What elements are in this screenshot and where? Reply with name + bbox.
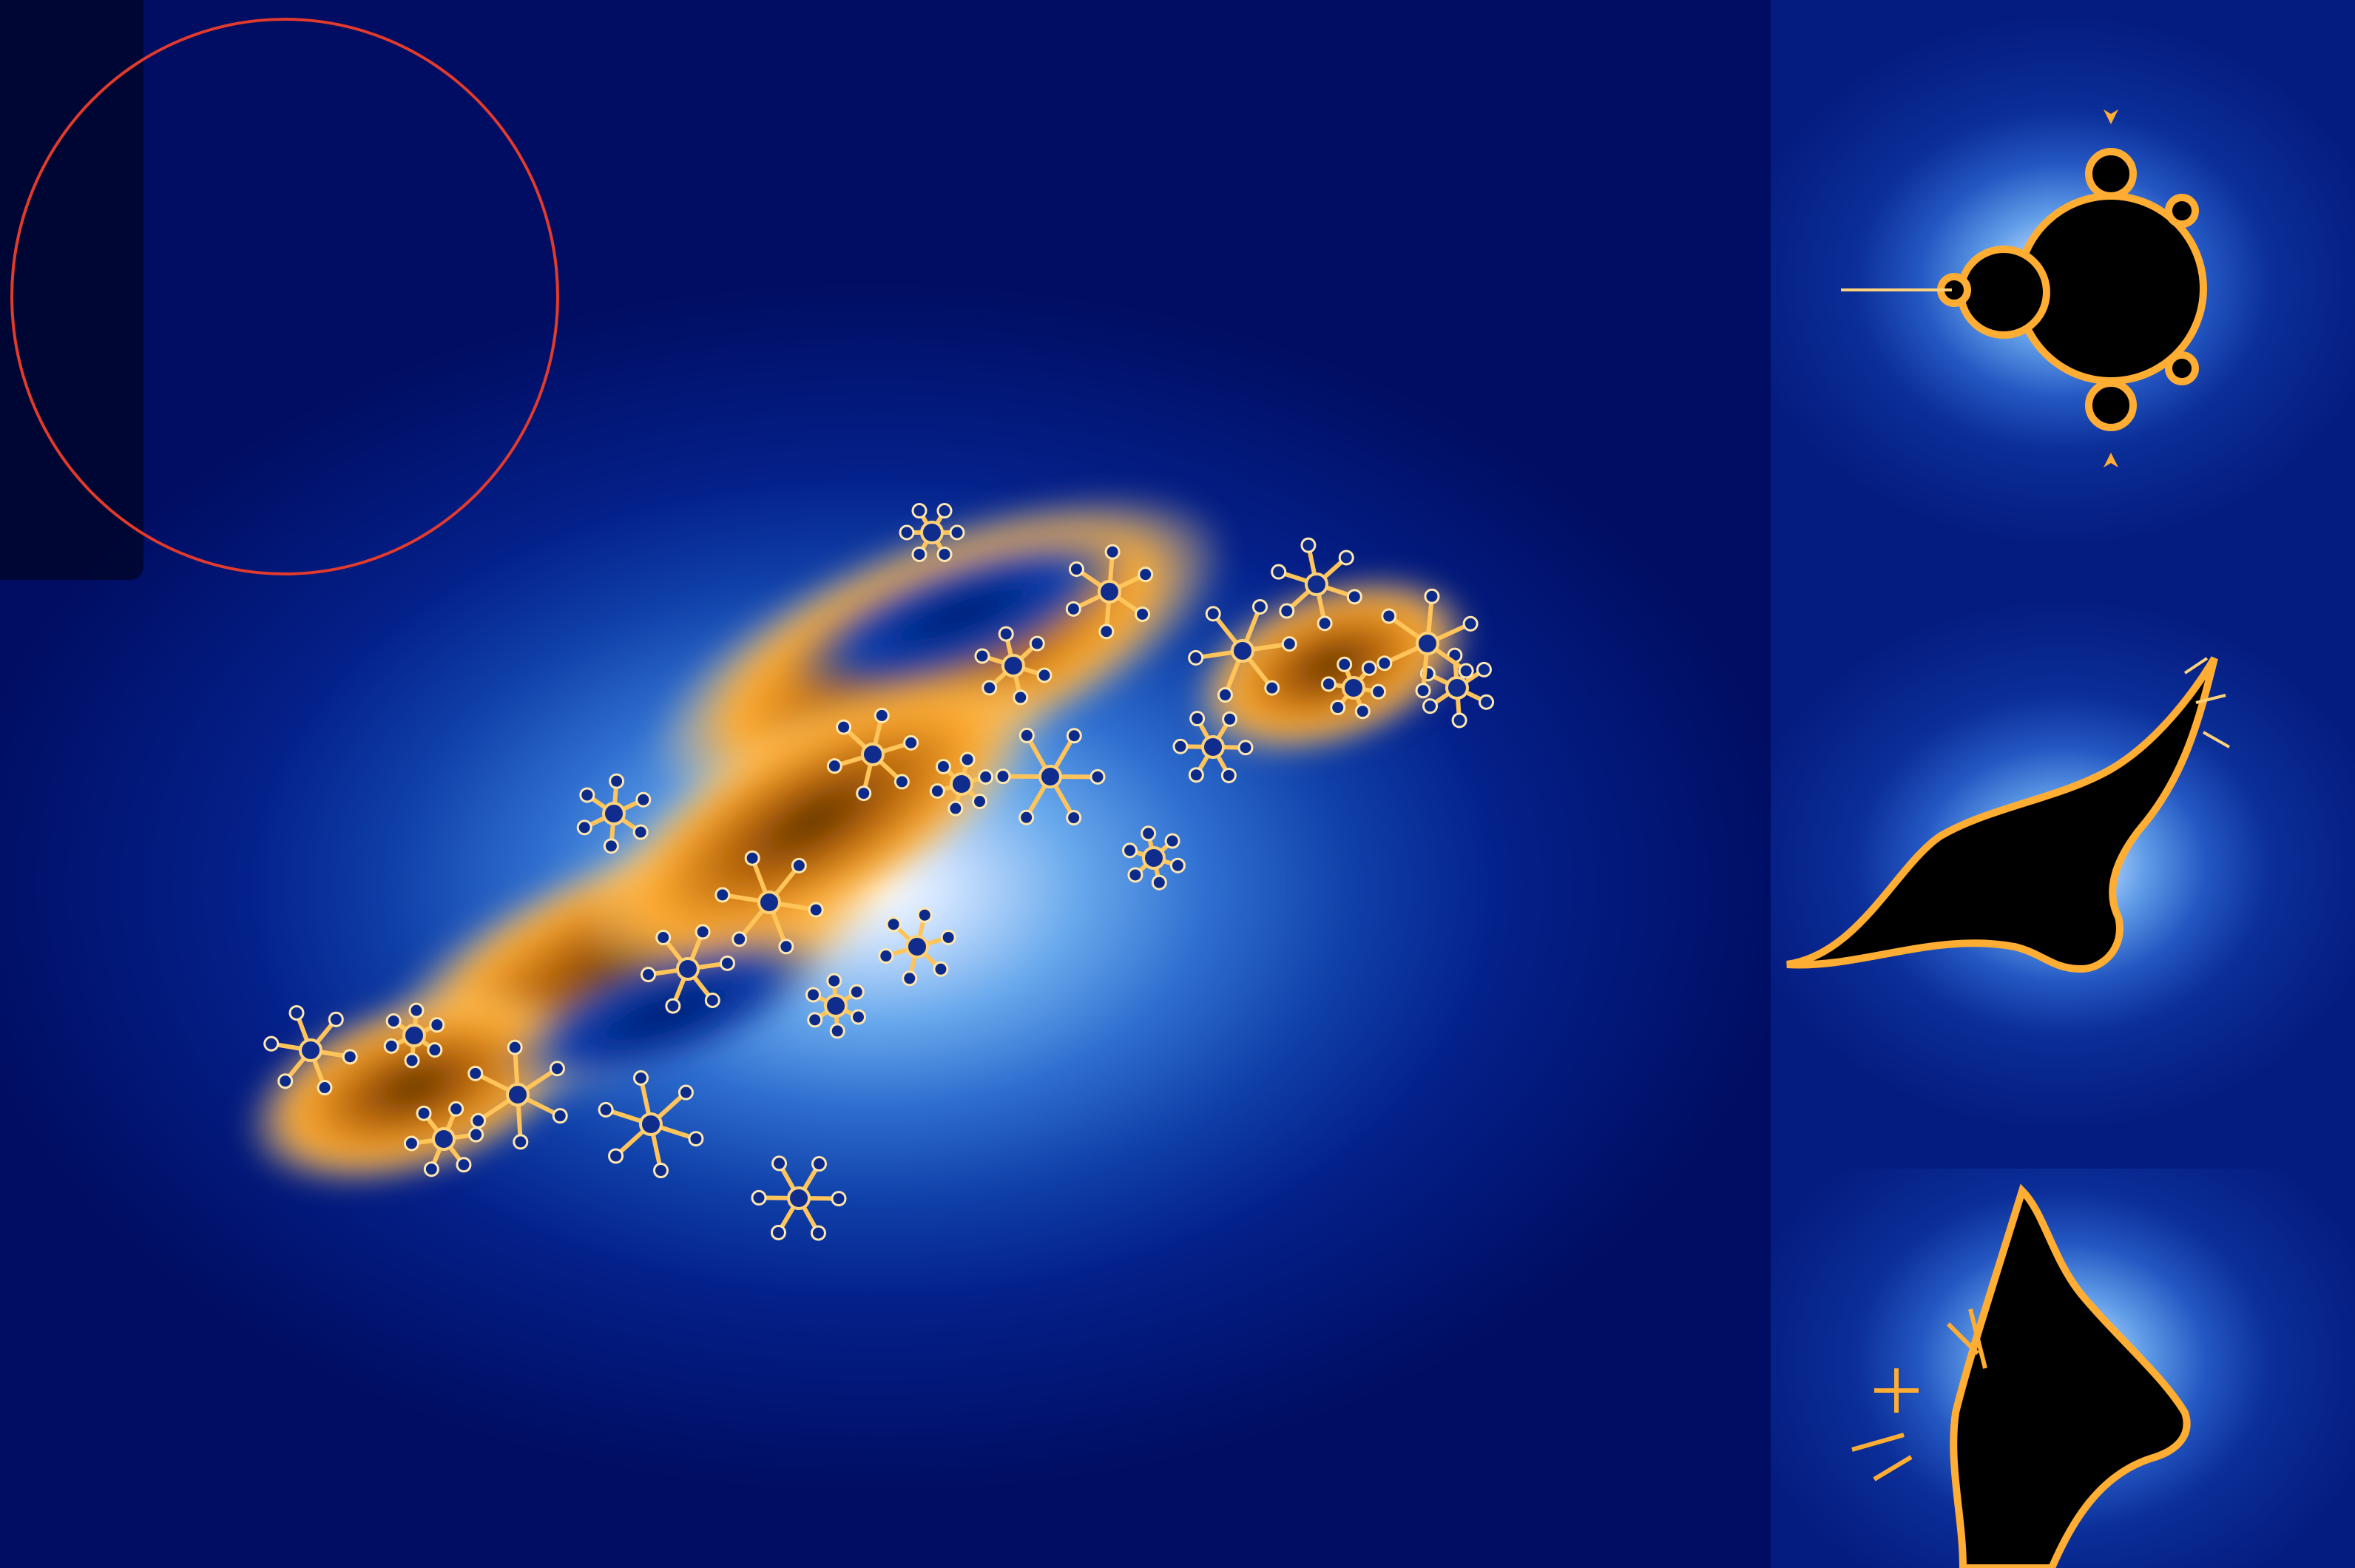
fractal-cluster <box>1320 656 1387 720</box>
fractal-cluster <box>1188 598 1297 703</box>
thumbnail-edge[interactable] <box>1771 1169 2355 1568</box>
fractal-cluster <box>403 1101 484 1177</box>
fractal-cluster <box>929 751 994 817</box>
fractal-cluster <box>598 1069 704 1179</box>
circle-outline-icon[interactable] <box>10 18 559 575</box>
fractal-cluster <box>383 1002 445 1069</box>
fractal-main-view[interactable] <box>0 0 1771 1568</box>
fractal-cluster <box>995 727 1106 826</box>
fractal-edge-thumbnail <box>1851 1183 2191 1568</box>
fractal-detail-thumbnail <box>1786 656 2230 973</box>
fractal-cluster <box>899 503 965 562</box>
fractal-cluster <box>1122 825 1186 891</box>
fractal-cluster <box>974 626 1053 706</box>
fractal-cluster <box>878 907 956 987</box>
fractal-cluster <box>1376 588 1479 699</box>
fractal-cluster <box>1065 544 1154 640</box>
fractal-cluster <box>714 850 824 955</box>
fractal-cluster <box>1172 711 1254 783</box>
fractal-cluster <box>467 1039 568 1150</box>
julia-fractal-image <box>243 490 1495 1241</box>
thumbnail-sidebar <box>1771 0 2355 1568</box>
fractal-cluster <box>263 1004 358 1096</box>
fractal-cluster <box>826 707 919 802</box>
thumbnail-detail[interactable] <box>1771 584 2355 1169</box>
fractal-cluster <box>1271 537 1362 632</box>
thumbnail-mandelbrot[interactable] <box>1771 0 2355 584</box>
mandelbrot-thumbnail <box>1841 109 2207 467</box>
fractal-cluster <box>805 973 866 1039</box>
fractal-cluster <box>751 1155 847 1241</box>
fractal-cluster <box>641 924 735 1014</box>
fractal-cluster <box>576 773 652 854</box>
fractal-cluster <box>1419 647 1495 729</box>
